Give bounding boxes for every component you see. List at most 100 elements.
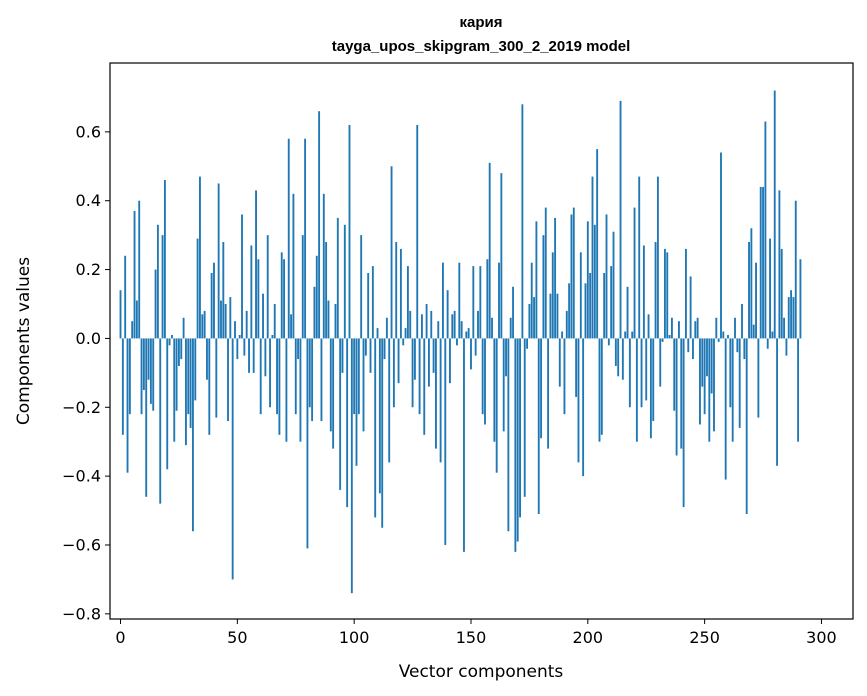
bar-173: [523, 338, 526, 497]
bar-158: [488, 162, 491, 339]
x-tick-label: 50: [227, 628, 247, 647]
bar-35: [201, 314, 204, 339]
bar-141: [449, 338, 451, 384]
bar-76: [297, 338, 300, 360]
bar-228: [652, 338, 655, 422]
y-axis-label: Components values: [14, 257, 34, 425]
bar-114: [385, 317, 388, 339]
bar-33: [196, 238, 199, 339]
y-tick-label: −0.6: [62, 535, 101, 554]
bar-234: [666, 252, 669, 339]
bar-70: [283, 259, 285, 339]
bar-218: [628, 338, 631, 408]
bar-249: [701, 338, 704, 387]
bar-77: [299, 338, 302, 442]
bar-183: [547, 338, 550, 449]
bar-117: [392, 338, 395, 408]
bar-58: [255, 190, 257, 339]
bar-179: [537, 338, 540, 514]
bar-147: [463, 338, 465, 552]
bar-205: [598, 338, 601, 442]
bar-289: [794, 200, 797, 339]
bar-74: [292, 193, 295, 339]
bar-239: [678, 321, 680, 339]
bar-24: [175, 338, 178, 411]
bar-143: [453, 310, 456, 339]
bar-65: [271, 334, 274, 339]
bar-55: [248, 338, 250, 373]
bar-53: [243, 338, 246, 356]
bar-54: [245, 310, 248, 339]
bar-244: [689, 276, 692, 339]
bar-182: [544, 207, 547, 339]
bar-199: [584, 283, 587, 339]
bar-166: [507, 338, 510, 532]
plot-frame: [109, 62, 854, 620]
bar-251: [706, 338, 708, 377]
bar-23: [173, 338, 176, 442]
bar-132: [427, 338, 430, 387]
bar-40: [213, 262, 215, 339]
bar-67: [276, 338, 278, 415]
y-tick-label: −0.4: [62, 467, 101, 486]
bar-43: [220, 300, 222, 339]
bar-7: [135, 300, 138, 339]
x-tick-label: 300: [806, 628, 837, 647]
bar-191: [565, 310, 568, 339]
y-axis-ticks: −0.8 −0.6 −0.4 −0.2 0.0 0.2 0.4 0.6: [62, 122, 110, 623]
bar-222: [638, 176, 641, 339]
bar-170: [516, 338, 519, 542]
x-axis-ticks: 0 50 100 150 200 250 300: [115, 619, 837, 647]
bar-264: [736, 338, 739, 353]
y-tick-label: 0.4: [76, 191, 101, 210]
bars-group: [119, 90, 802, 594]
bar-221: [635, 338, 638, 442]
bar-44: [222, 242, 225, 339]
bar-278: [769, 238, 771, 339]
bar-19: [163, 180, 166, 339]
bar-29: [187, 338, 190, 415]
bar-73: [290, 314, 293, 339]
bar-1: [121, 338, 124, 435]
bar-94: [339, 338, 342, 490]
bar-50: [236, 338, 239, 360]
bar-18: [161, 235, 164, 339]
bar-66: [273, 303, 276, 339]
bar-237: [673, 338, 676, 411]
bar-120: [399, 248, 402, 339]
bar-51: [238, 334, 241, 339]
bar-198: [582, 338, 585, 477]
bar-171: [519, 338, 521, 518]
bar-283: [780, 248, 783, 339]
bar-262: [731, 338, 734, 442]
bar-119: [397, 338, 400, 384]
bar-140: [446, 290, 449, 339]
chart-subtitle: tayga_upos_skipgram_300_2_2019 model: [332, 38, 631, 55]
bar-116: [390, 166, 393, 339]
bar-270: [750, 228, 753, 339]
bar-240: [680, 338, 683, 449]
y-tick-label: −0.8: [62, 604, 101, 623]
bar-210: [610, 266, 613, 339]
bar-149: [467, 328, 470, 339]
bar-214: [619, 100, 622, 339]
bar-273: [757, 338, 760, 418]
bar-211: [612, 231, 615, 339]
bar-208: [605, 214, 608, 339]
bar-10: [142, 338, 145, 391]
bar-286: [787, 297, 790, 339]
bar-168: [512, 286, 514, 339]
bar-12: [147, 338, 150, 380]
bar-282: [778, 190, 781, 339]
bar-246: [694, 321, 697, 339]
bar-178: [535, 221, 538, 339]
bar-261: [729, 338, 732, 408]
bar-196: [577, 338, 580, 463]
bar-109: [374, 338, 377, 518]
bar-163: [500, 173, 503, 339]
bar-212: [614, 338, 617, 366]
bar-11: [145, 338, 148, 497]
bar-274: [759, 186, 762, 339]
bar-63: [266, 235, 269, 339]
bar-78: [301, 235, 304, 339]
